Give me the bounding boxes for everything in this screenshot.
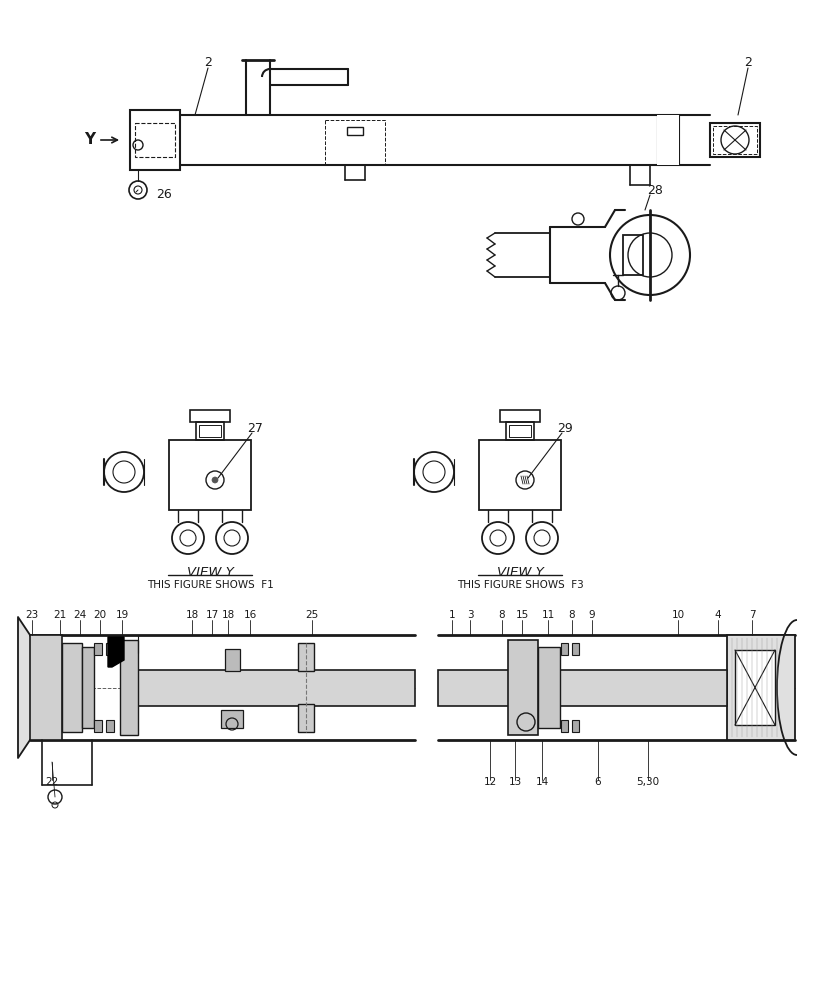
Bar [538,647,560,728]
Bar [623,235,643,275]
Text: 17: 17 [206,610,219,620]
Bar [30,635,62,740]
Text: 15: 15 [516,610,529,620]
Bar [479,440,561,510]
Text: 12: 12 [483,777,497,787]
Text: 14: 14 [535,777,548,787]
Bar [298,704,314,732]
Circle shape [212,477,218,483]
Bar [509,425,531,437]
Bar [506,422,534,440]
Text: 9: 9 [588,610,596,620]
Text: VIEW Y: VIEW Y [187,566,233,578]
Text: 25: 25 [305,610,318,620]
Bar [62,643,82,732]
Text: 18: 18 [185,610,198,620]
Text: 2: 2 [744,55,752,68]
Text: 21: 21 [53,610,67,620]
Text: 13: 13 [508,777,521,787]
Bar [221,710,243,728]
Text: 1: 1 [449,610,455,620]
Bar [508,640,538,735]
Text: 8: 8 [499,610,505,620]
Polygon shape [18,617,30,758]
Bar [94,643,102,655]
Text: 4: 4 [715,610,721,620]
Bar [657,115,679,165]
Polygon shape [108,637,124,667]
Text: 29: 29 [557,422,573,434]
Text: 24: 24 [73,610,86,620]
Text: 26: 26 [156,188,171,200]
Text: 5,30: 5,30 [636,777,659,787]
Text: 23: 23 [25,610,38,620]
Text: 8: 8 [569,610,575,620]
Bar [199,425,221,437]
Bar [120,640,138,735]
Bar [225,649,240,671]
Text: THIS FIGURE SHOWS  F3: THIS FIGURE SHOWS F3 [457,580,583,590]
Bar [713,126,757,154]
Bar [130,110,180,170]
Text: 27: 27 [247,422,263,434]
Bar [347,127,363,135]
Bar [130,670,415,706]
Bar [169,440,251,510]
Text: 19: 19 [115,610,129,620]
Text: 3: 3 [467,610,473,620]
Text: THIS FIGURE SHOWS  F1: THIS FIGURE SHOWS F1 [147,580,273,590]
Bar [94,720,102,732]
Bar [572,643,579,655]
Bar [710,123,760,157]
Text: 7: 7 [749,610,756,620]
Bar [561,643,568,655]
Text: 10: 10 [672,610,685,620]
Text: 6: 6 [595,777,601,787]
Text: 22: 22 [46,777,59,787]
Bar [106,643,114,655]
Bar [500,410,540,422]
Text: 18: 18 [221,610,235,620]
Bar [82,647,94,728]
Text: 2: 2 [204,55,212,68]
Bar [572,720,579,732]
Text: 16: 16 [243,610,256,620]
Bar [438,670,727,706]
Text: 28: 28 [647,184,663,196]
Bar [196,422,224,440]
Text: 11: 11 [541,610,555,620]
Bar [727,635,795,740]
Bar [106,720,114,732]
Bar [135,123,175,157]
Bar [190,410,230,422]
Text: VIEW Y: VIEW Y [497,566,543,578]
Bar [325,120,385,165]
Bar [561,720,568,732]
Text: Y: Y [84,132,95,147]
Bar [735,650,775,725]
Bar [298,643,314,671]
Text: 20: 20 [94,610,107,620]
